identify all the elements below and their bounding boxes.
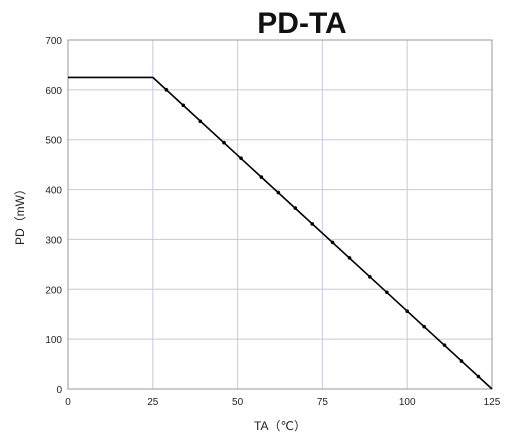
x-axis-label: TA（℃） <box>254 419 306 433</box>
x-tick-label-50: 50 <box>232 397 244 408</box>
data-point-5 <box>259 175 264 179</box>
y-tick-label-0: 0 <box>56 385 62 396</box>
y-axis-label: PD（mW） <box>13 183 27 245</box>
data-point-1 <box>181 103 186 108</box>
data-point-14 <box>422 324 426 329</box>
plot-frame <box>67 39 493 390</box>
x-tick-label-125: 125 <box>484 397 501 408</box>
data-point-15 <box>442 343 447 347</box>
data-point-10 <box>347 256 352 260</box>
x-tick-label-75: 75 <box>317 397 329 408</box>
data-point-12 <box>385 290 389 295</box>
y-tick-label-400: 400 <box>45 186 62 197</box>
y-tick-label-600: 600 <box>45 86 62 97</box>
y-tick-label-500: 500 <box>45 136 62 147</box>
data-point-8 <box>310 222 315 226</box>
series-line-0 <box>68 76 493 390</box>
data-point-16 <box>459 359 464 363</box>
grid-lines <box>68 40 492 389</box>
data-point-13 <box>405 309 410 314</box>
data-point-6 <box>276 190 281 195</box>
data-point-4 <box>239 156 243 160</box>
data-point-17 <box>476 374 481 379</box>
y-tick-label-300: 300 <box>45 235 62 246</box>
x-tick-label-0: 0 <box>65 397 71 408</box>
marker-layer <box>164 88 481 379</box>
data-point-11 <box>368 275 372 279</box>
x-tick-label-100: 100 <box>399 397 416 408</box>
y-tick-label-100: 100 <box>45 335 62 346</box>
tick-labels: 0 25 50 75 100 125 0 100 200 300 400 500 600 700 <box>45 36 500 408</box>
data-point-0 <box>164 88 169 92</box>
y-tick-label-700: 700 <box>45 36 62 47</box>
series-layer <box>68 76 493 390</box>
y-tick-label-200: 200 <box>45 285 62 296</box>
data-point-9 <box>330 240 335 245</box>
data-point-3 <box>222 140 226 145</box>
data-point-7 <box>293 206 298 210</box>
data-point-2 <box>198 119 203 124</box>
x-tick-label-25: 25 <box>147 397 159 408</box>
chart-title: PD-TA <box>257 7 346 40</box>
